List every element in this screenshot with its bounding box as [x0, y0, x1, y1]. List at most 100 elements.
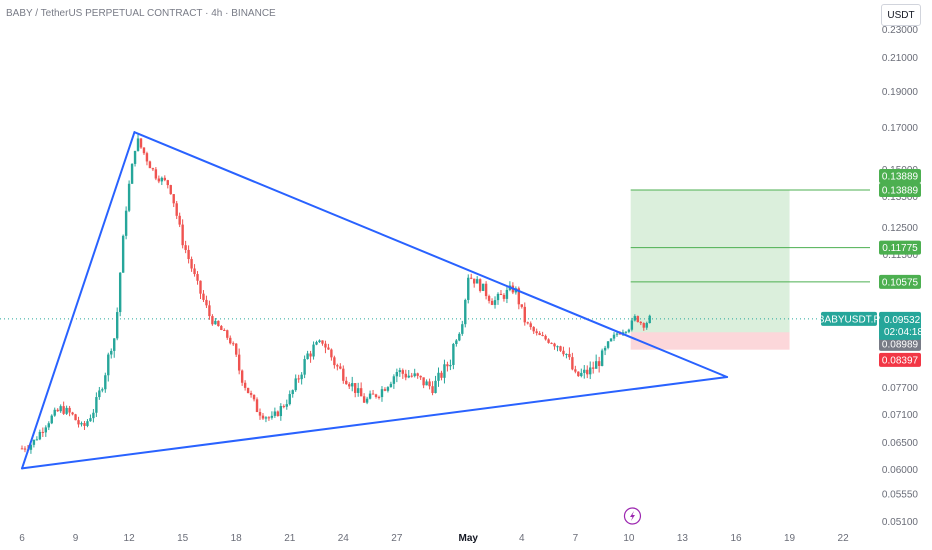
candle-body: [437, 372, 440, 381]
candle-body: [44, 427, 47, 433]
x-tick-label: May: [459, 533, 479, 544]
candle-body: [306, 353, 309, 360]
target-price-tag-bg: [879, 274, 921, 289]
candle-body: [490, 300, 494, 305]
candle-body: [428, 381, 431, 387]
candle-body: [300, 374, 303, 380]
candle-body: [243, 382, 247, 388]
currency-button[interactable]: USDT: [881, 4, 921, 26]
candle-body: [333, 357, 336, 366]
symbol-tag: BABYUSDT.P: [818, 314, 881, 325]
candle-body: [383, 389, 387, 391]
candle-body: [237, 354, 241, 371]
candle-body: [190, 259, 193, 269]
candle-body: [583, 369, 586, 373]
candle-body: [303, 359, 306, 375]
candle-body: [110, 350, 113, 355]
candle-body: [636, 316, 640, 322]
candle-body: [178, 215, 181, 225]
candle-body: [312, 344, 315, 357]
candle-body: [520, 304, 523, 307]
candle-body: [609, 338, 613, 342]
candle-body: [648, 315, 651, 324]
candle-body: [104, 375, 107, 390]
candle-body: [452, 343, 455, 365]
candle-body: [359, 388, 363, 397]
candle-body: [362, 396, 366, 403]
candle-body: [327, 347, 330, 350]
candles: [20, 134, 651, 454]
x-tick-label: 18: [231, 533, 243, 544]
candle-body: [330, 349, 333, 358]
candle-body: [181, 224, 184, 246]
candle-body: [130, 163, 134, 184]
candle-body: [86, 421, 89, 426]
candle-body: [502, 294, 506, 299]
candle-body: [496, 293, 500, 301]
candle-body: [62, 406, 65, 414]
triangle-trendline: [21, 376, 729, 470]
candle-body: [270, 415, 274, 418]
candle-body: [151, 168, 155, 170]
candle-body: [565, 353, 568, 355]
candle-body: [455, 340, 458, 344]
lightning-event-icon[interactable]: [623, 507, 642, 525]
candle-body: [148, 161, 152, 169]
candle-body: [53, 409, 56, 416]
candle-body: [434, 380, 437, 394]
candle-body: [107, 354, 110, 376]
candle-body: [261, 415, 265, 419]
candle-body: [615, 333, 619, 335]
candle-body: [422, 377, 425, 386]
target-price-tag-bg: [879, 182, 921, 197]
y-tick-label: 0.23000: [882, 25, 919, 36]
chart-title: BABY / TetherUS PERPETUAL CONTRACT · 4h …: [6, 8, 276, 19]
y-tick-label: 0.06500: [882, 438, 919, 449]
target-price-tag: 0.13889: [882, 171, 919, 182]
x-tick-label: 10: [623, 533, 635, 544]
candle-body: [633, 316, 637, 321]
candle-body: [38, 431, 42, 440]
candle-body: [532, 327, 535, 332]
candle-body: [577, 371, 580, 377]
target-price-tag: 0.13889: [882, 185, 919, 196]
x-tick-label: 13: [677, 533, 689, 544]
candle-body: [68, 407, 71, 413]
candle-body: [481, 283, 485, 291]
triangle-trendline: [21, 131, 136, 470]
candle-body: [550, 342, 553, 344]
candle-body: [187, 249, 190, 260]
y-tick-label: 0.19000: [882, 87, 919, 98]
candle-body: [121, 235, 125, 273]
candle-body: [354, 383, 357, 393]
candle-body: [318, 340, 321, 343]
x-tick-label: 12: [124, 533, 136, 544]
candle-body: [538, 333, 541, 336]
candle-body: [365, 398, 369, 403]
countdown-tag: 02:04:18: [884, 327, 923, 338]
candle-body: [92, 412, 95, 419]
candle-body: [473, 278, 476, 284]
candle-body: [65, 407, 68, 414]
candle-body: [449, 364, 452, 367]
candle-body: [205, 299, 208, 306]
candle-body: [267, 417, 271, 419]
candle-body: [282, 406, 285, 408]
candle-body: [142, 147, 146, 154]
candle-body: [348, 384, 351, 387]
candle-body: [597, 361, 601, 366]
candle-body: [50, 415, 53, 424]
candle-body: [336, 365, 339, 367]
candle-body: [398, 370, 402, 373]
candle-body: [425, 381, 428, 386]
candle-body: [95, 397, 98, 413]
candle-body: [440, 372, 443, 378]
candle-body: [172, 194, 175, 204]
candle-body: [461, 324, 464, 334]
y-tick-label: 0.07100: [882, 410, 919, 421]
x-tick-label: 9: [73, 533, 79, 544]
candle-body: [562, 350, 565, 355]
candle-body: [273, 411, 277, 416]
candle-body: [160, 177, 164, 182]
